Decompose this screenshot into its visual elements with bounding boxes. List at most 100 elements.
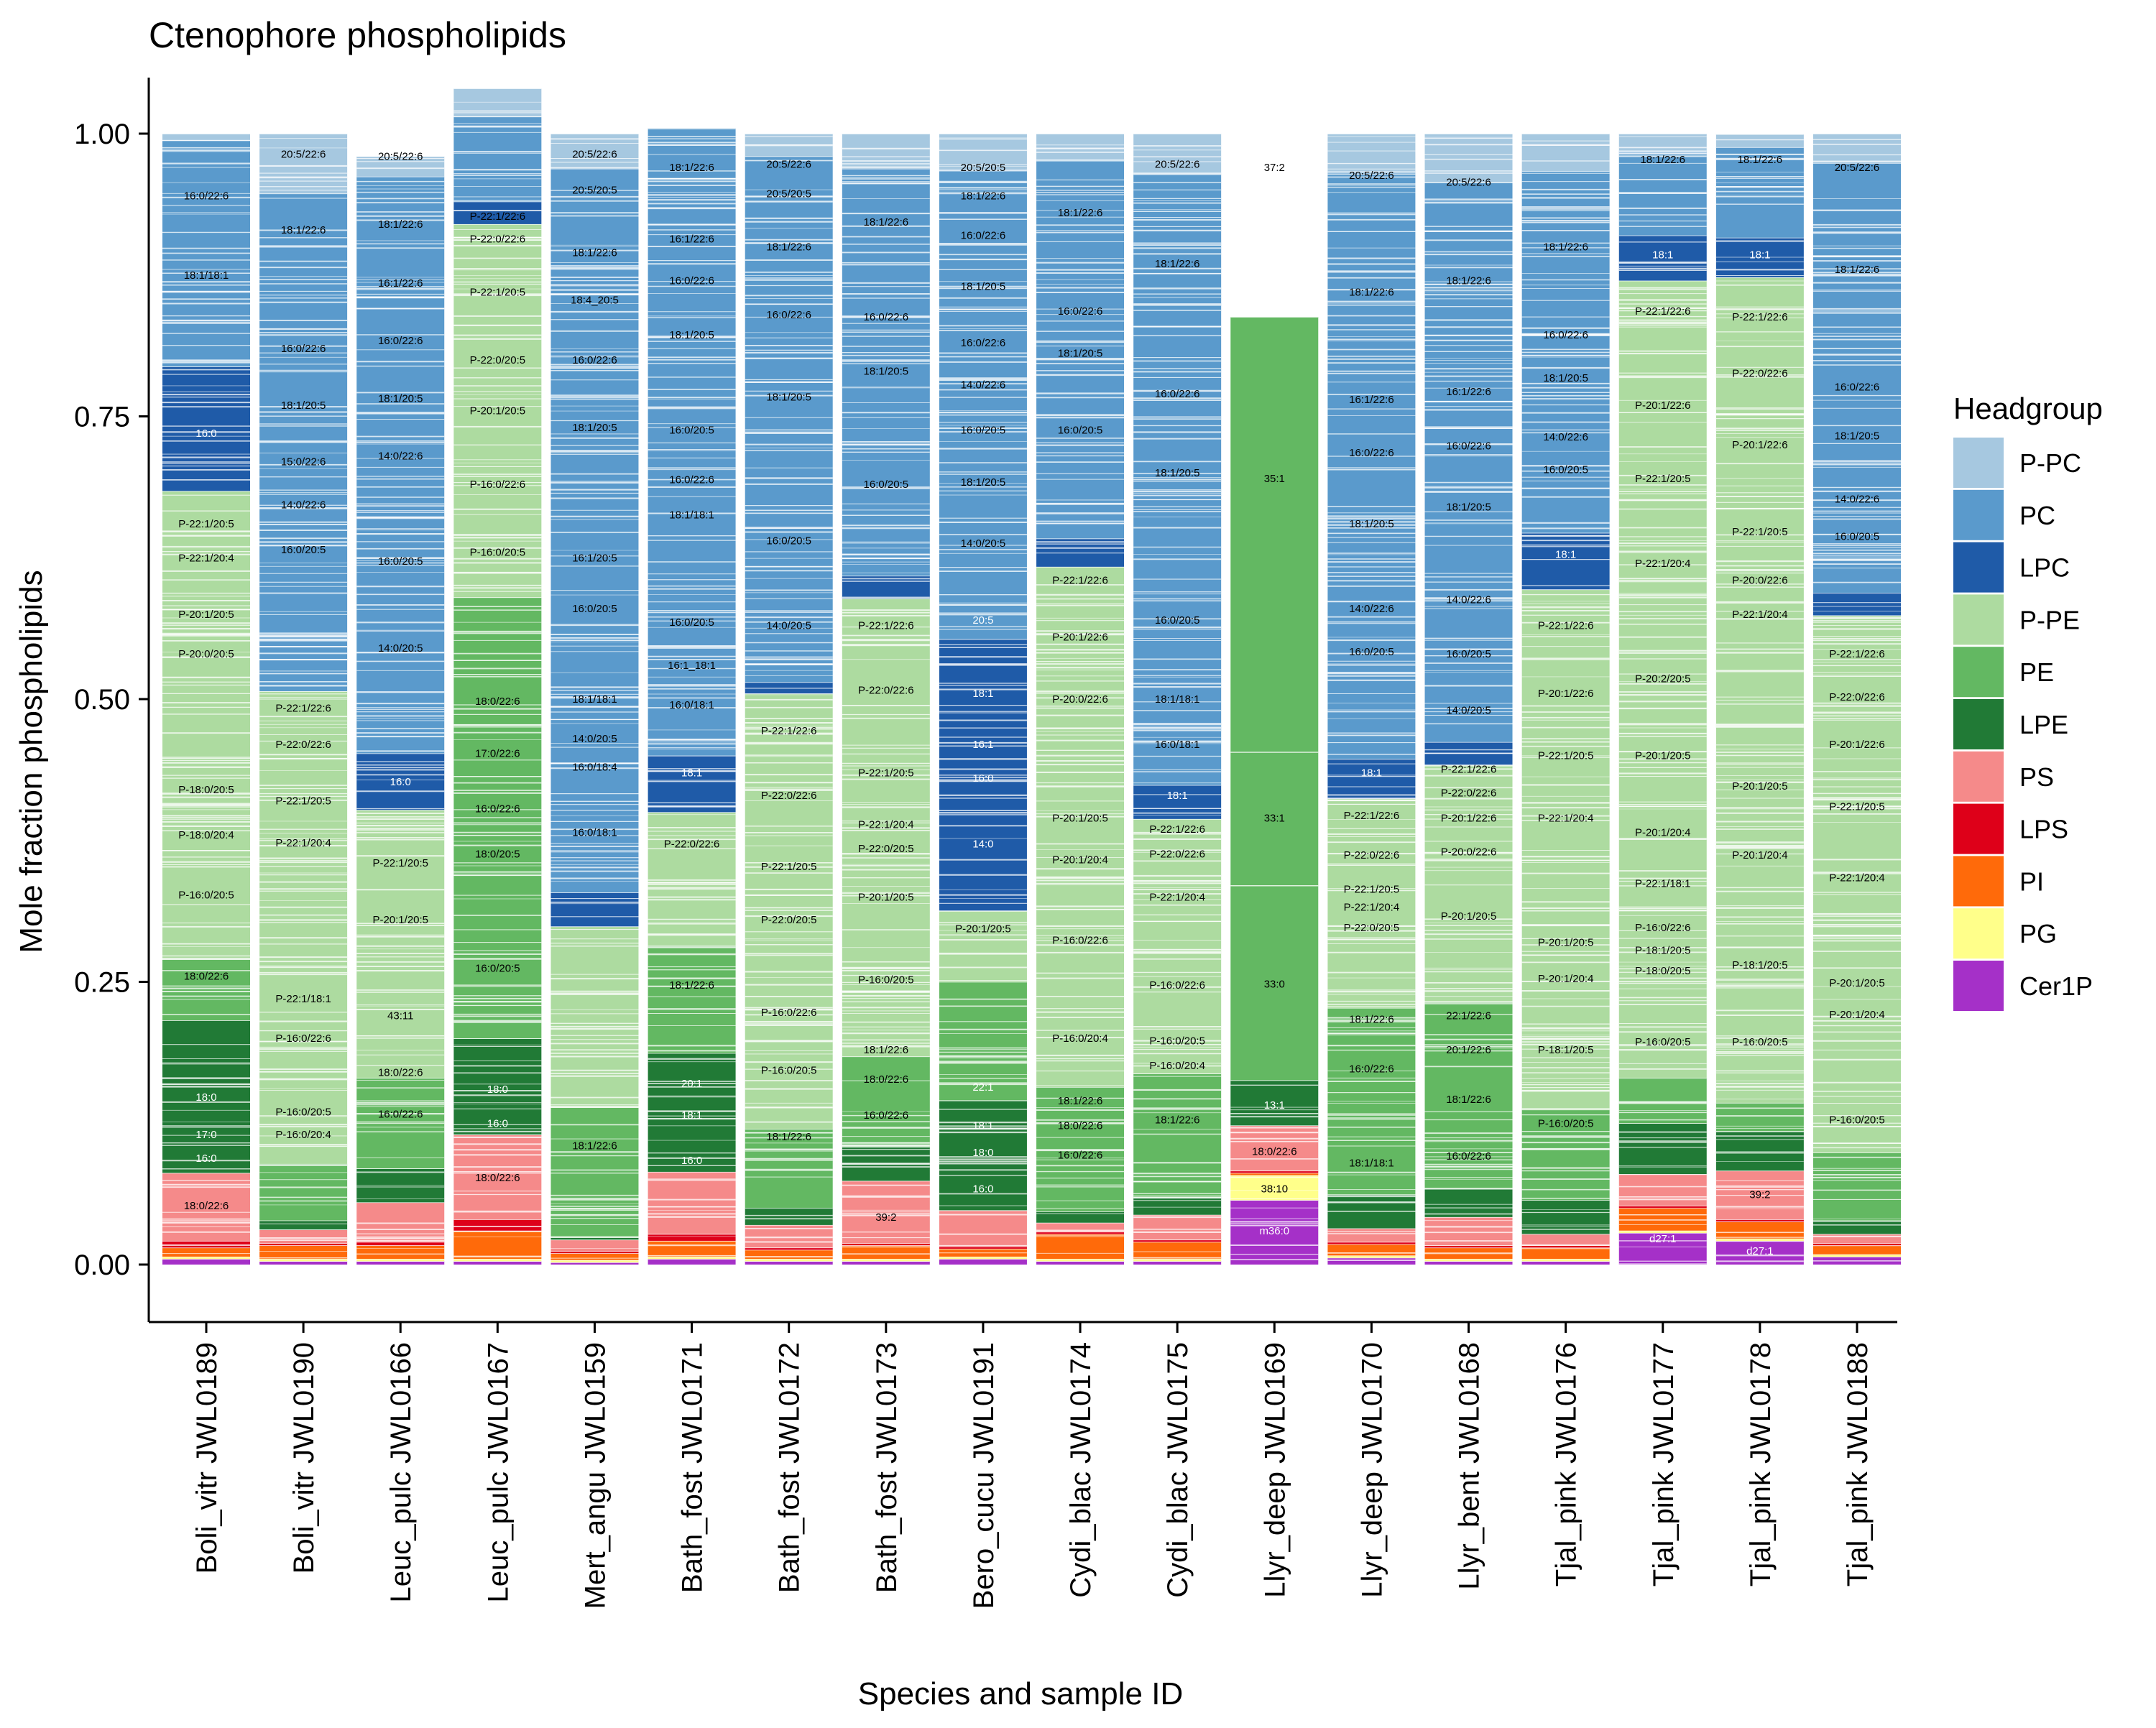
data-label: 16:1 bbox=[972, 739, 993, 751]
bar-stack bbox=[1327, 133, 1416, 1265]
data-label: P-22:1/20:5 bbox=[178, 518, 234, 530]
data-label: 18:1/20:5 bbox=[961, 280, 1006, 292]
data-label: 18:1/22:6 bbox=[766, 241, 811, 253]
data-label: 20:5/22:6 bbox=[1349, 170, 1394, 182]
bar-segment bbox=[1133, 1073, 1222, 1198]
bar-segment bbox=[842, 1261, 930, 1265]
data-label: P-20:0/20:5 bbox=[178, 648, 234, 660]
data-label: P-20:1/20:4 bbox=[1052, 854, 1108, 867]
data-label: P-20:0/22:6 bbox=[1732, 575, 1788, 587]
data-label: 20:5/20:5 bbox=[572, 185, 617, 197]
data-label: P-18:1/20:5 bbox=[1635, 944, 1691, 956]
bar-segment bbox=[1813, 593, 1901, 616]
bar-segment bbox=[453, 1038, 542, 1135]
data-label: 16:0/22:6 bbox=[1349, 1063, 1394, 1076]
bar-segment bbox=[1813, 1245, 1901, 1255]
bar-segment bbox=[648, 812, 736, 946]
bar-segment bbox=[648, 946, 736, 1053]
data-label: P-22:1/22:6 bbox=[761, 725, 817, 737]
data-label: 16:0 bbox=[390, 776, 411, 788]
data-label: P-16:0/20:4 bbox=[1052, 1032, 1108, 1045]
data-label: 18:1 bbox=[1652, 249, 1673, 261]
data-label: P-22:1/20:4 bbox=[178, 552, 234, 564]
data-label: 16:0/20:5 bbox=[1155, 614, 1200, 627]
data-label: 16:0/22:6 bbox=[1058, 305, 1103, 318]
bar-stack bbox=[1618, 133, 1707, 1265]
data-label: 14:0/22:6 bbox=[1543, 431, 1588, 443]
bar-segment bbox=[162, 134, 250, 141]
data-label: P-22:1/20:5 bbox=[1538, 750, 1594, 762]
bar-segment bbox=[1327, 1242, 1416, 1244]
data-label: P-22:1/22:6 bbox=[1441, 764, 1497, 776]
bar-segment bbox=[842, 134, 930, 169]
bar-stack bbox=[356, 155, 445, 1265]
bar-segment bbox=[1327, 1255, 1416, 1258]
x-tick-label: Llyr_deep JWL0170 bbox=[1356, 1342, 1388, 1598]
bar-segment bbox=[1424, 1245, 1513, 1248]
data-label: 18:1 bbox=[972, 1119, 993, 1132]
data-label: P-22:1/22:6 bbox=[1732, 311, 1788, 323]
data-label: 14:0/22:6 bbox=[1446, 593, 1491, 606]
x-tick-label: Boli_vitr JWL0189 bbox=[191, 1342, 223, 1574]
data-label: 16:0 bbox=[972, 1183, 993, 1196]
bar-segment bbox=[842, 576, 930, 599]
bar-segment bbox=[1230, 1170, 1319, 1173]
data-label: 18:1/20:5 bbox=[1155, 467, 1200, 479]
bar-segment bbox=[162, 1240, 250, 1248]
bar-stack bbox=[648, 127, 736, 1265]
legend-swatch bbox=[1953, 438, 2004, 488]
bar-segment bbox=[259, 1245, 348, 1260]
data-label: 18:1/22:6 bbox=[864, 216, 909, 228]
data-label: 33:1 bbox=[1264, 812, 1285, 824]
legend-label: PE bbox=[2019, 657, 2054, 687]
bar-segment bbox=[1521, 532, 1610, 590]
data-label: P-20:1/22:6 bbox=[1441, 812, 1497, 824]
data-label: 16:0 bbox=[195, 428, 216, 440]
data-label: 16:0/20:5 bbox=[572, 603, 617, 615]
data-label: 16:0 bbox=[195, 1152, 216, 1165]
data-label: P-22:1/20:4 bbox=[1829, 872, 1885, 884]
legend-item: PE bbox=[1953, 647, 2054, 698]
bar-segment bbox=[162, 1256, 250, 1260]
bar-segment bbox=[745, 1129, 833, 1209]
bar-segment bbox=[356, 753, 445, 810]
data-label: 14:0/20:5 bbox=[1446, 705, 1491, 717]
bar-stack bbox=[1230, 316, 1319, 1265]
bar-segment bbox=[1133, 1198, 1222, 1215]
data-label: 15:0/22:6 bbox=[281, 456, 326, 468]
legend-swatch bbox=[1953, 961, 2004, 1011]
data-label: P-20:1/20:4 bbox=[1635, 827, 1691, 839]
bar-segment bbox=[939, 1210, 1027, 1247]
data-label: 16:0/22:6 bbox=[475, 803, 520, 816]
bar-segment bbox=[1618, 1123, 1707, 1175]
data-label: P-22:0/22:6 bbox=[664, 838, 720, 850]
data-label: 16:0 bbox=[487, 1117, 508, 1129]
bar-stack bbox=[259, 133, 348, 1265]
legend-item: P-PE bbox=[1953, 594, 2080, 645]
data-label: P-22:0/22:6 bbox=[1441, 787, 1497, 800]
data-label: 20:5/22:6 bbox=[281, 148, 326, 160]
data-label: 20:5/22:6 bbox=[1835, 162, 1880, 174]
legend-title: Headgroup bbox=[1953, 392, 2103, 425]
bar-segment bbox=[162, 491, 250, 958]
data-label: P-22:1/20:4 bbox=[1538, 812, 1594, 824]
bar-stack bbox=[939, 133, 1027, 1265]
bar-segment bbox=[550, 1251, 639, 1254]
data-label: P-22:0/20:5 bbox=[1344, 922, 1400, 934]
bar-segment bbox=[259, 134, 348, 194]
data-label: 39:2 bbox=[1749, 1188, 1770, 1201]
data-label: 16:0/20:5 bbox=[378, 555, 423, 568]
bar-segment bbox=[453, 1134, 542, 1220]
data-label: P-20:2/20:5 bbox=[1635, 673, 1691, 685]
data-label: P-22:1/22:6 bbox=[1149, 823, 1205, 836]
x-tick-label: Llyr_bent JWL0168 bbox=[1454, 1342, 1485, 1590]
data-label: P-16:0/20:5 bbox=[275, 1106, 331, 1119]
data-label: 18:0 bbox=[487, 1084, 508, 1096]
bar-segment bbox=[453, 116, 542, 202]
data-label: P-22:1/20:5 bbox=[372, 857, 428, 869]
bar-segment bbox=[648, 1256, 736, 1260]
bar-segment bbox=[842, 1056, 930, 1147]
bar-segment bbox=[1715, 1221, 1804, 1239]
data-label: P-22:1/18:1 bbox=[275, 993, 331, 1005]
bar-segment bbox=[1036, 134, 1125, 160]
